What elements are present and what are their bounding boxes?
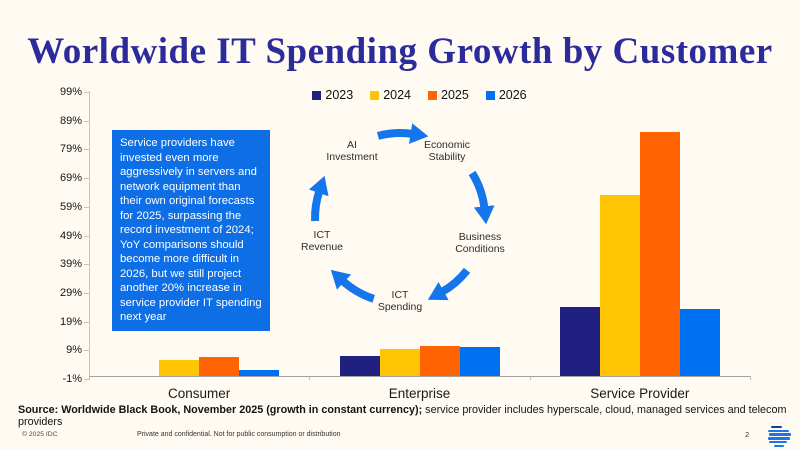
footer-page-number: 2 <box>745 430 750 439</box>
bar-2026-service-provider <box>679 308 720 377</box>
y-axis-tick-label: 9% <box>66 344 82 357</box>
y-axis-tick-label: 29% <box>59 286 82 299</box>
bar-2024-consumer <box>159 360 200 377</box>
bar-2023-enterprise <box>339 356 380 377</box>
y-axis-tick-label: 39% <box>59 258 82 271</box>
idc-logo-icon <box>767 425 791 448</box>
y-axis-tick <box>84 149 89 151</box>
y-axis-tick-label: 69% <box>59 172 82 185</box>
legend-item-2023: 2023 <box>312 88 353 102</box>
bar-2026-consumer <box>239 370 280 377</box>
cycle-node-economic-stability: Economic Stability <box>423 139 471 163</box>
legend-swatch-2023 <box>312 90 322 100</box>
legend-label-2023: 2023 <box>325 88 354 102</box>
legend-item-2024: 2024 <box>370 88 411 102</box>
x-axis-label-consumer: Consumer <box>168 386 231 401</box>
bar-2025-enterprise <box>419 345 460 377</box>
y-axis-tick-label: 19% <box>59 315 82 328</box>
y-axis-tick-label: 89% <box>59 114 82 127</box>
bar-2024-service-provider <box>599 195 640 377</box>
slide-title: Worldwide IT Spending Growth by Customer <box>27 31 773 72</box>
legend-item-2025: 2025 <box>428 88 469 102</box>
source-regular-text: service provider includes hyperscale, cl… <box>18 404 787 428</box>
y-axis-tick <box>84 350 89 352</box>
x-axis-line <box>89 376 750 378</box>
bar-2024-enterprise <box>379 348 420 377</box>
cycle-node-ai-investment: AI Investment <box>326 139 378 163</box>
footer-copyright: © 2025 IDC <box>22 431 58 438</box>
legend-label-2024: 2024 <box>383 88 411 102</box>
source-bold-text: Source: Worldwide Black Book, November 2… <box>18 404 423 416</box>
plot-area: -1% 9% 19% 29% 39% 49% 59% 69% 79% 89% 99% Consumer… <box>60 86 751 401</box>
legend-label-2025: 2025 <box>441 88 469 102</box>
y-axis-tick-label: -1% <box>62 373 82 385</box>
bar-2023-service-provider <box>559 307 600 377</box>
y-axis-tick <box>84 235 89 237</box>
bar-2025-service-provider <box>639 132 680 377</box>
source-line: Source: Worldwide Black Book, November 2… <box>18 404 788 428</box>
legend-swatch-2026 <box>485 90 495 100</box>
y-axis-tick <box>84 292 89 294</box>
x-axis-tick <box>750 376 751 381</box>
legend-label-2026: 2026 <box>498 88 527 102</box>
y-axis-tick-label: 49% <box>59 229 82 242</box>
y-axis-tick-label: 99% <box>59 86 82 98</box>
x-axis-tick <box>529 376 531 381</box>
y-axis-tick <box>84 264 89 266</box>
y-axis-line <box>89 91 90 380</box>
y-axis-tick <box>84 92 89 93</box>
cycle-node-ict-spending: ICT Spending <box>377 289 423 313</box>
x-axis-tick <box>309 376 311 381</box>
legend-swatch-2024 <box>370 90 380 100</box>
y-axis-tick <box>84 120 89 122</box>
legend-swatch-2025 <box>428 90 437 100</box>
annotation-callout: Service providers have invested even mor… <box>112 130 270 331</box>
y-axis-tick <box>84 379 89 380</box>
bar-2025-consumer <box>199 357 240 377</box>
cycle-node-ict-revenue: ICT Revenue <box>300 229 344 253</box>
chart-legend: 2023 2024 2025 2026 <box>89 88 750 102</box>
footer-confidentiality: Private and confidential. Not for public… <box>137 431 341 438</box>
cycle-node-business-conditions: Business Conditions <box>455 231 505 255</box>
y-axis-tick-label: 79% <box>59 143 82 156</box>
bar-2026-enterprise <box>459 347 500 377</box>
y-axis-tick <box>84 178 89 180</box>
legend-item-2026: 2026 <box>485 88 527 102</box>
x-axis-label-enterprise: Enterprise <box>388 386 451 401</box>
x-axis-label-service-provider: Service Provider <box>590 386 690 401</box>
y-axis-tick <box>84 206 89 208</box>
y-axis-tick-label: 59% <box>59 200 82 213</box>
y-axis-tick <box>84 321 89 323</box>
